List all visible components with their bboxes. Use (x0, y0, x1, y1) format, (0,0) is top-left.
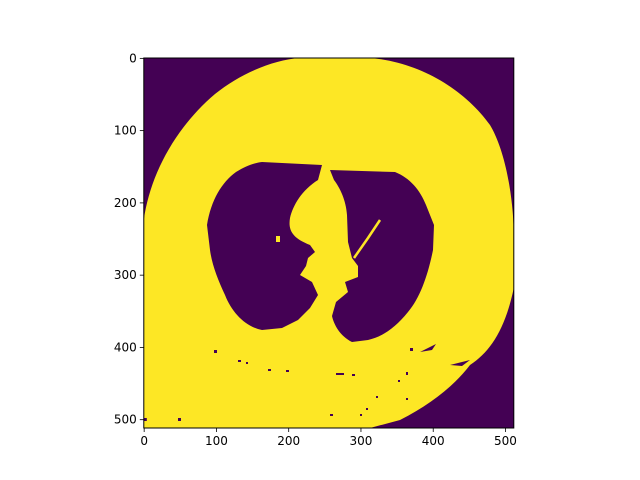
right-lung-region (330, 170, 434, 342)
hilum-speck (301, 216, 304, 219)
body-mask-region (143, 58, 514, 428)
image-area (143, 58, 514, 428)
y-axis: 0 100 200 300 400 500 (114, 51, 144, 427)
y-tick-label: 100 (114, 124, 137, 138)
y-tick-label: 500 (114, 413, 137, 427)
x-tick-label: 0 (140, 434, 148, 448)
y-tick-label: 300 (114, 268, 137, 282)
lower-boundary-speckles (143, 344, 470, 421)
y-tick-label: 0 (129, 51, 137, 65)
left-lung-region (207, 162, 322, 330)
x-tick-label: 400 (422, 434, 445, 448)
bronchus-branch (352, 219, 382, 259)
x-tick-label: 100 (205, 434, 228, 448)
x-tick-label: 300 (350, 434, 373, 448)
hilum-speck (276, 236, 280, 242)
x-tick-label: 500 (494, 434, 517, 448)
x-tick-label: 200 (277, 434, 300, 448)
x-axis: 0 100 200 300 400 500 (140, 428, 517, 448)
y-tick-label: 200 (114, 196, 137, 210)
axes-frame (143, 57, 515, 429)
y-tick-label: 400 (114, 340, 137, 354)
